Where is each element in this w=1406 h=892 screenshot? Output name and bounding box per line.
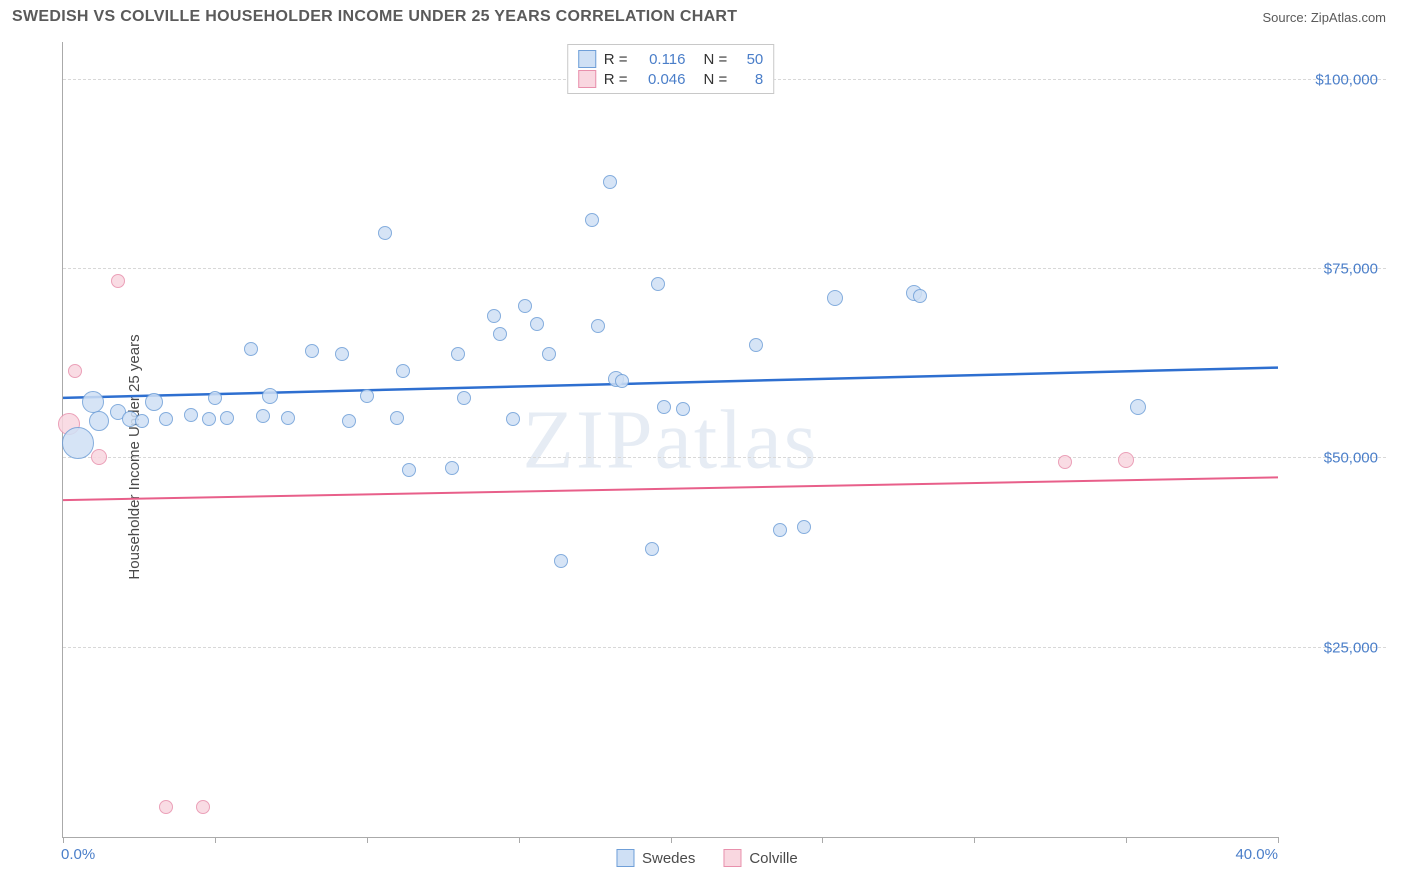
data-point [451, 347, 465, 361]
trend-line [63, 368, 1278, 398]
data-point [797, 520, 811, 534]
data-point [603, 175, 617, 189]
x-tick [519, 837, 520, 843]
data-point [615, 374, 629, 388]
data-point [1130, 399, 1146, 415]
data-point [457, 391, 471, 405]
data-point [1118, 452, 1134, 468]
gridline [63, 647, 1386, 648]
data-point [773, 523, 787, 537]
data-point [184, 408, 198, 422]
data-point [402, 463, 416, 477]
y-tick-label: $100,000 [1315, 71, 1378, 88]
data-point [89, 411, 109, 431]
x-tick-label: 40.0% [1235, 846, 1278, 863]
n-value: 8 [735, 71, 763, 88]
data-point [657, 400, 671, 414]
n-label: N = [704, 71, 728, 88]
data-point [591, 319, 605, 333]
data-point [378, 226, 392, 240]
data-point [913, 289, 927, 303]
gridline [63, 268, 1386, 269]
swatch-icon [578, 70, 596, 88]
data-point [335, 347, 349, 361]
data-point [262, 388, 278, 404]
chart-container: Householder Income Under 25 years ZIPatl… [48, 42, 1386, 872]
data-point [651, 277, 665, 291]
trend-line [63, 477, 1278, 500]
x-tick [822, 837, 823, 843]
r-label: R = [604, 71, 628, 88]
data-point [256, 409, 270, 423]
data-point [68, 364, 82, 378]
series-legend: Swedes Colville [616, 849, 798, 867]
data-point [390, 411, 404, 425]
x-tick [367, 837, 368, 843]
data-point [281, 411, 295, 425]
data-point [145, 393, 163, 411]
data-point [82, 391, 104, 413]
legend-row-swedes: R = 0.116 N = 50 [578, 49, 764, 69]
swatch-icon [616, 849, 634, 867]
legend-item-colville: Colville [723, 849, 797, 867]
x-tick [63, 837, 64, 843]
data-point [396, 364, 410, 378]
data-point [676, 402, 690, 416]
correlation-legend: R = 0.116 N = 50 R = 0.046 N = 8 [567, 44, 775, 94]
legend-label: Colville [749, 850, 797, 867]
n-value: 50 [735, 51, 763, 68]
x-tick-label: 0.0% [61, 846, 95, 863]
data-point [135, 414, 149, 428]
data-point [159, 800, 173, 814]
data-point [749, 338, 763, 352]
legend-label: Swedes [642, 850, 695, 867]
data-point [91, 449, 107, 465]
data-point [62, 427, 94, 459]
swatch-icon [723, 849, 741, 867]
data-point [827, 290, 843, 306]
data-point [445, 461, 459, 475]
x-tick [1126, 837, 1127, 843]
r-label: R = [604, 51, 628, 68]
data-point [645, 542, 659, 556]
data-point [554, 554, 568, 568]
x-tick [974, 837, 975, 843]
chart-title: SWEDISH VS COLVILLE HOUSEHOLDER INCOME U… [12, 8, 737, 26]
data-point [208, 391, 222, 405]
legend-row-colville: R = 0.046 N = 8 [578, 69, 764, 89]
n-label: N = [704, 51, 728, 68]
x-tick [215, 837, 216, 843]
data-point [159, 412, 173, 426]
data-point [111, 274, 125, 288]
data-point [530, 317, 544, 331]
trend-lines [63, 42, 1278, 837]
y-tick-label: $75,000 [1324, 261, 1378, 278]
data-point [493, 327, 507, 341]
x-tick [1278, 837, 1279, 843]
data-point [506, 412, 520, 426]
source-label: Source: ZipAtlas.com [1262, 10, 1386, 25]
data-point [220, 411, 234, 425]
data-point [360, 389, 374, 403]
y-tick-label: $25,000 [1324, 639, 1378, 656]
swatch-icon [578, 50, 596, 68]
gridline [63, 457, 1386, 458]
data-point [196, 800, 210, 814]
y-tick-label: $50,000 [1324, 450, 1378, 467]
r-value: 0.116 [636, 51, 686, 68]
plot-area: ZIPatlas R = 0.116 N = 50 R = 0.046 N = … [62, 42, 1278, 838]
data-point [585, 213, 599, 227]
data-point [244, 342, 258, 356]
x-tick [671, 837, 672, 843]
data-point [342, 414, 356, 428]
legend-item-swedes: Swedes [616, 849, 695, 867]
data-point [518, 299, 532, 313]
r-value: 0.046 [636, 71, 686, 88]
data-point [305, 344, 319, 358]
data-point [1058, 455, 1072, 469]
data-point [542, 347, 556, 361]
data-point [487, 309, 501, 323]
data-point [202, 412, 216, 426]
